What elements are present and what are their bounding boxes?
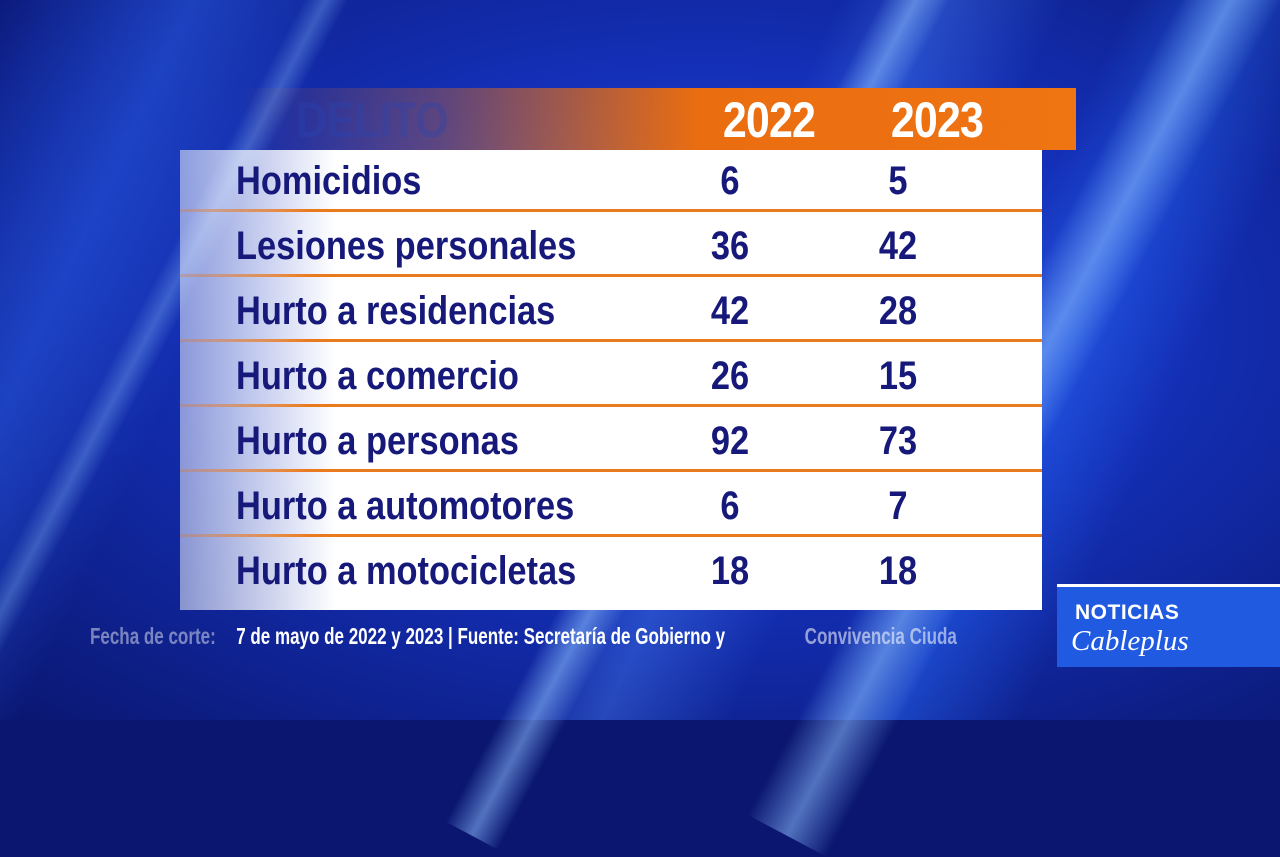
row-separator <box>180 209 1042 212</box>
header-year-2022: 2022 <box>722 92 816 148</box>
value-2023: 18 <box>878 549 918 593</box>
source-caption: Fecha de corte: 7 de mayo de 2022 y 2023… <box>90 620 1054 652</box>
table-row: Lesiones personales 36 42 <box>180 215 1042 277</box>
row-separator <box>180 274 1042 277</box>
row-separator <box>180 534 1042 537</box>
value-2022: 26 <box>710 354 750 398</box>
header-year-2023: 2023 <box>890 92 984 148</box>
table-row: Hurto a residencias 42 28 <box>180 280 1042 342</box>
value-2023: 42 <box>878 224 918 268</box>
table-row: Homicidios 6 5 <box>180 150 1042 212</box>
value-2022: 42 <box>710 289 750 333</box>
value-2023: 28 <box>878 289 918 333</box>
table-row: Hurto a comercio 26 15 <box>180 345 1042 407</box>
row-label: Hurto a automotores <box>236 484 575 528</box>
caption-tail: Convivencia Ciuda <box>804 623 957 649</box>
value-2022: 36 <box>710 224 750 268</box>
row-separator <box>180 339 1042 342</box>
header-delito: DELITO <box>296 92 449 148</box>
value-2022: 6 <box>720 484 740 528</box>
value-2023: 15 <box>878 354 918 398</box>
row-label: Homicidios <box>236 159 422 203</box>
value-2022: 6 <box>720 159 740 203</box>
value-2022: 18 <box>710 549 750 593</box>
value-2023: 73 <box>878 419 918 463</box>
caption-lead: Fecha de corte: <box>90 623 216 649</box>
crime-table-panel: DELITO 2022 2023 Homicidios 6 5 Lesiones… <box>180 88 1076 610</box>
row-label: Hurto a personas <box>236 419 519 463</box>
channel-logo: NOTICIAS Cableplus <box>1057 584 1280 667</box>
row-separator <box>180 469 1042 472</box>
row-label: Hurto a comercio <box>236 354 519 398</box>
value-2022: 92 <box>710 419 750 463</box>
table-row: Hurto a personas 92 73 <box>180 410 1042 472</box>
value-2023: 5 <box>888 159 908 203</box>
table-header: DELITO 2022 2023 <box>236 88 1076 150</box>
table-row: Hurto a motocicletas 18 18 <box>180 540 1042 602</box>
table-body: Homicidios 6 5 Lesiones personales 36 42… <box>180 150 1042 610</box>
value-2023: 7 <box>888 484 908 528</box>
table-row: Hurto a automotores 6 7 <box>180 475 1042 537</box>
row-label: Hurto a residencias <box>236 289 556 333</box>
brand-line1: NOTICIAS <box>1075 601 1180 624</box>
brand-line2: Cableplus <box>1071 625 1189 657</box>
row-separator <box>180 404 1042 407</box>
row-label: Hurto a motocicletas <box>236 549 577 593</box>
row-label: Lesiones personales <box>236 224 577 268</box>
caption-main: 7 de mayo de 2022 y 2023 | Fuente: Secre… <box>236 623 726 649</box>
